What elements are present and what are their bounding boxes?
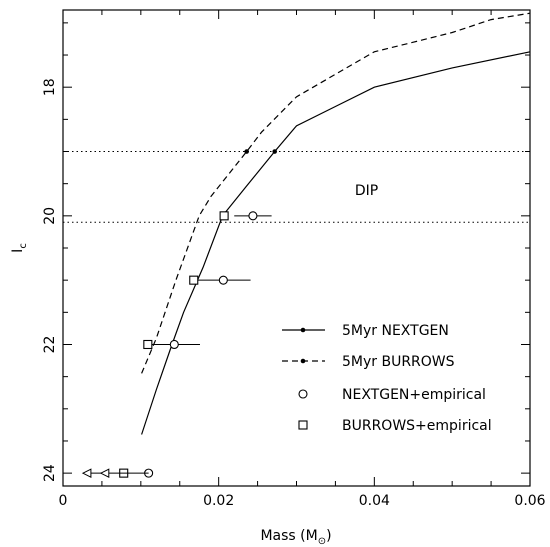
legend-label-nextgen: 5Myr NEXTGEN <box>342 323 449 339</box>
series-marker <box>244 149 249 154</box>
series-line-burrows <box>141 12 531 374</box>
hlines-layer <box>63 151 530 223</box>
plot-frame <box>62 9 531 487</box>
dip-annotation: DIP <box>355 183 378 199</box>
legend-marker-burrows-empirical <box>298 420 308 430</box>
x-tick-label: 0.02 <box>203 493 234 509</box>
nextgen-empirical-point <box>218 275 228 285</box>
points-layer <box>81 211 272 478</box>
y-axis-label: Ic <box>10 243 29 253</box>
burrows-empirical-point <box>143 339 153 350</box>
nextgen-empirical-point <box>248 211 258 221</box>
series-line-nextgen <box>141 51 531 435</box>
upper-limit-arrow <box>99 468 110 478</box>
legend-dot-burrows <box>300 358 306 364</box>
legend-dot-nextgen <box>300 327 306 333</box>
y-tick-label: 20 <box>42 207 58 225</box>
burrows-empirical-point <box>189 275 199 285</box>
legend-label-nextgen-empirical: NEXTGEN+empirical <box>342 387 486 403</box>
y-tick-label: 18 <box>42 78 58 96</box>
x-tick-label: 0.06 <box>514 493 545 509</box>
legend-label-burrows: 5Myr BURROWS <box>342 354 455 370</box>
nextgen-empirical-point <box>169 339 179 350</box>
x-tick-label: 0.04 <box>359 493 390 509</box>
y-tick-label: 24 <box>42 464 58 482</box>
x-tick-label: 0 <box>59 493 68 509</box>
x-axis-label: Mass (M⊙) <box>260 528 331 547</box>
series-layer <box>141 12 531 435</box>
x-ticks-layer: 0 0.02 0.04 0.06 <box>59 10 546 509</box>
legend: 5Myr NEXTGEN 5Myr BURROWS NEXTGEN+empiri… <box>282 323 492 434</box>
series-marker <box>272 149 278 154</box>
legend-marker-nextgen-empirical <box>298 389 308 399</box>
burrows-empirical-point <box>219 211 229 221</box>
legend-label-burrows-empirical: BURROWS+empirical <box>342 418 492 434</box>
y-ticks-layer: 18 20 22 24 <box>42 22 530 482</box>
y-tick-label: 22 <box>42 336 58 354</box>
upper-limit-arrow <box>81 468 92 478</box>
